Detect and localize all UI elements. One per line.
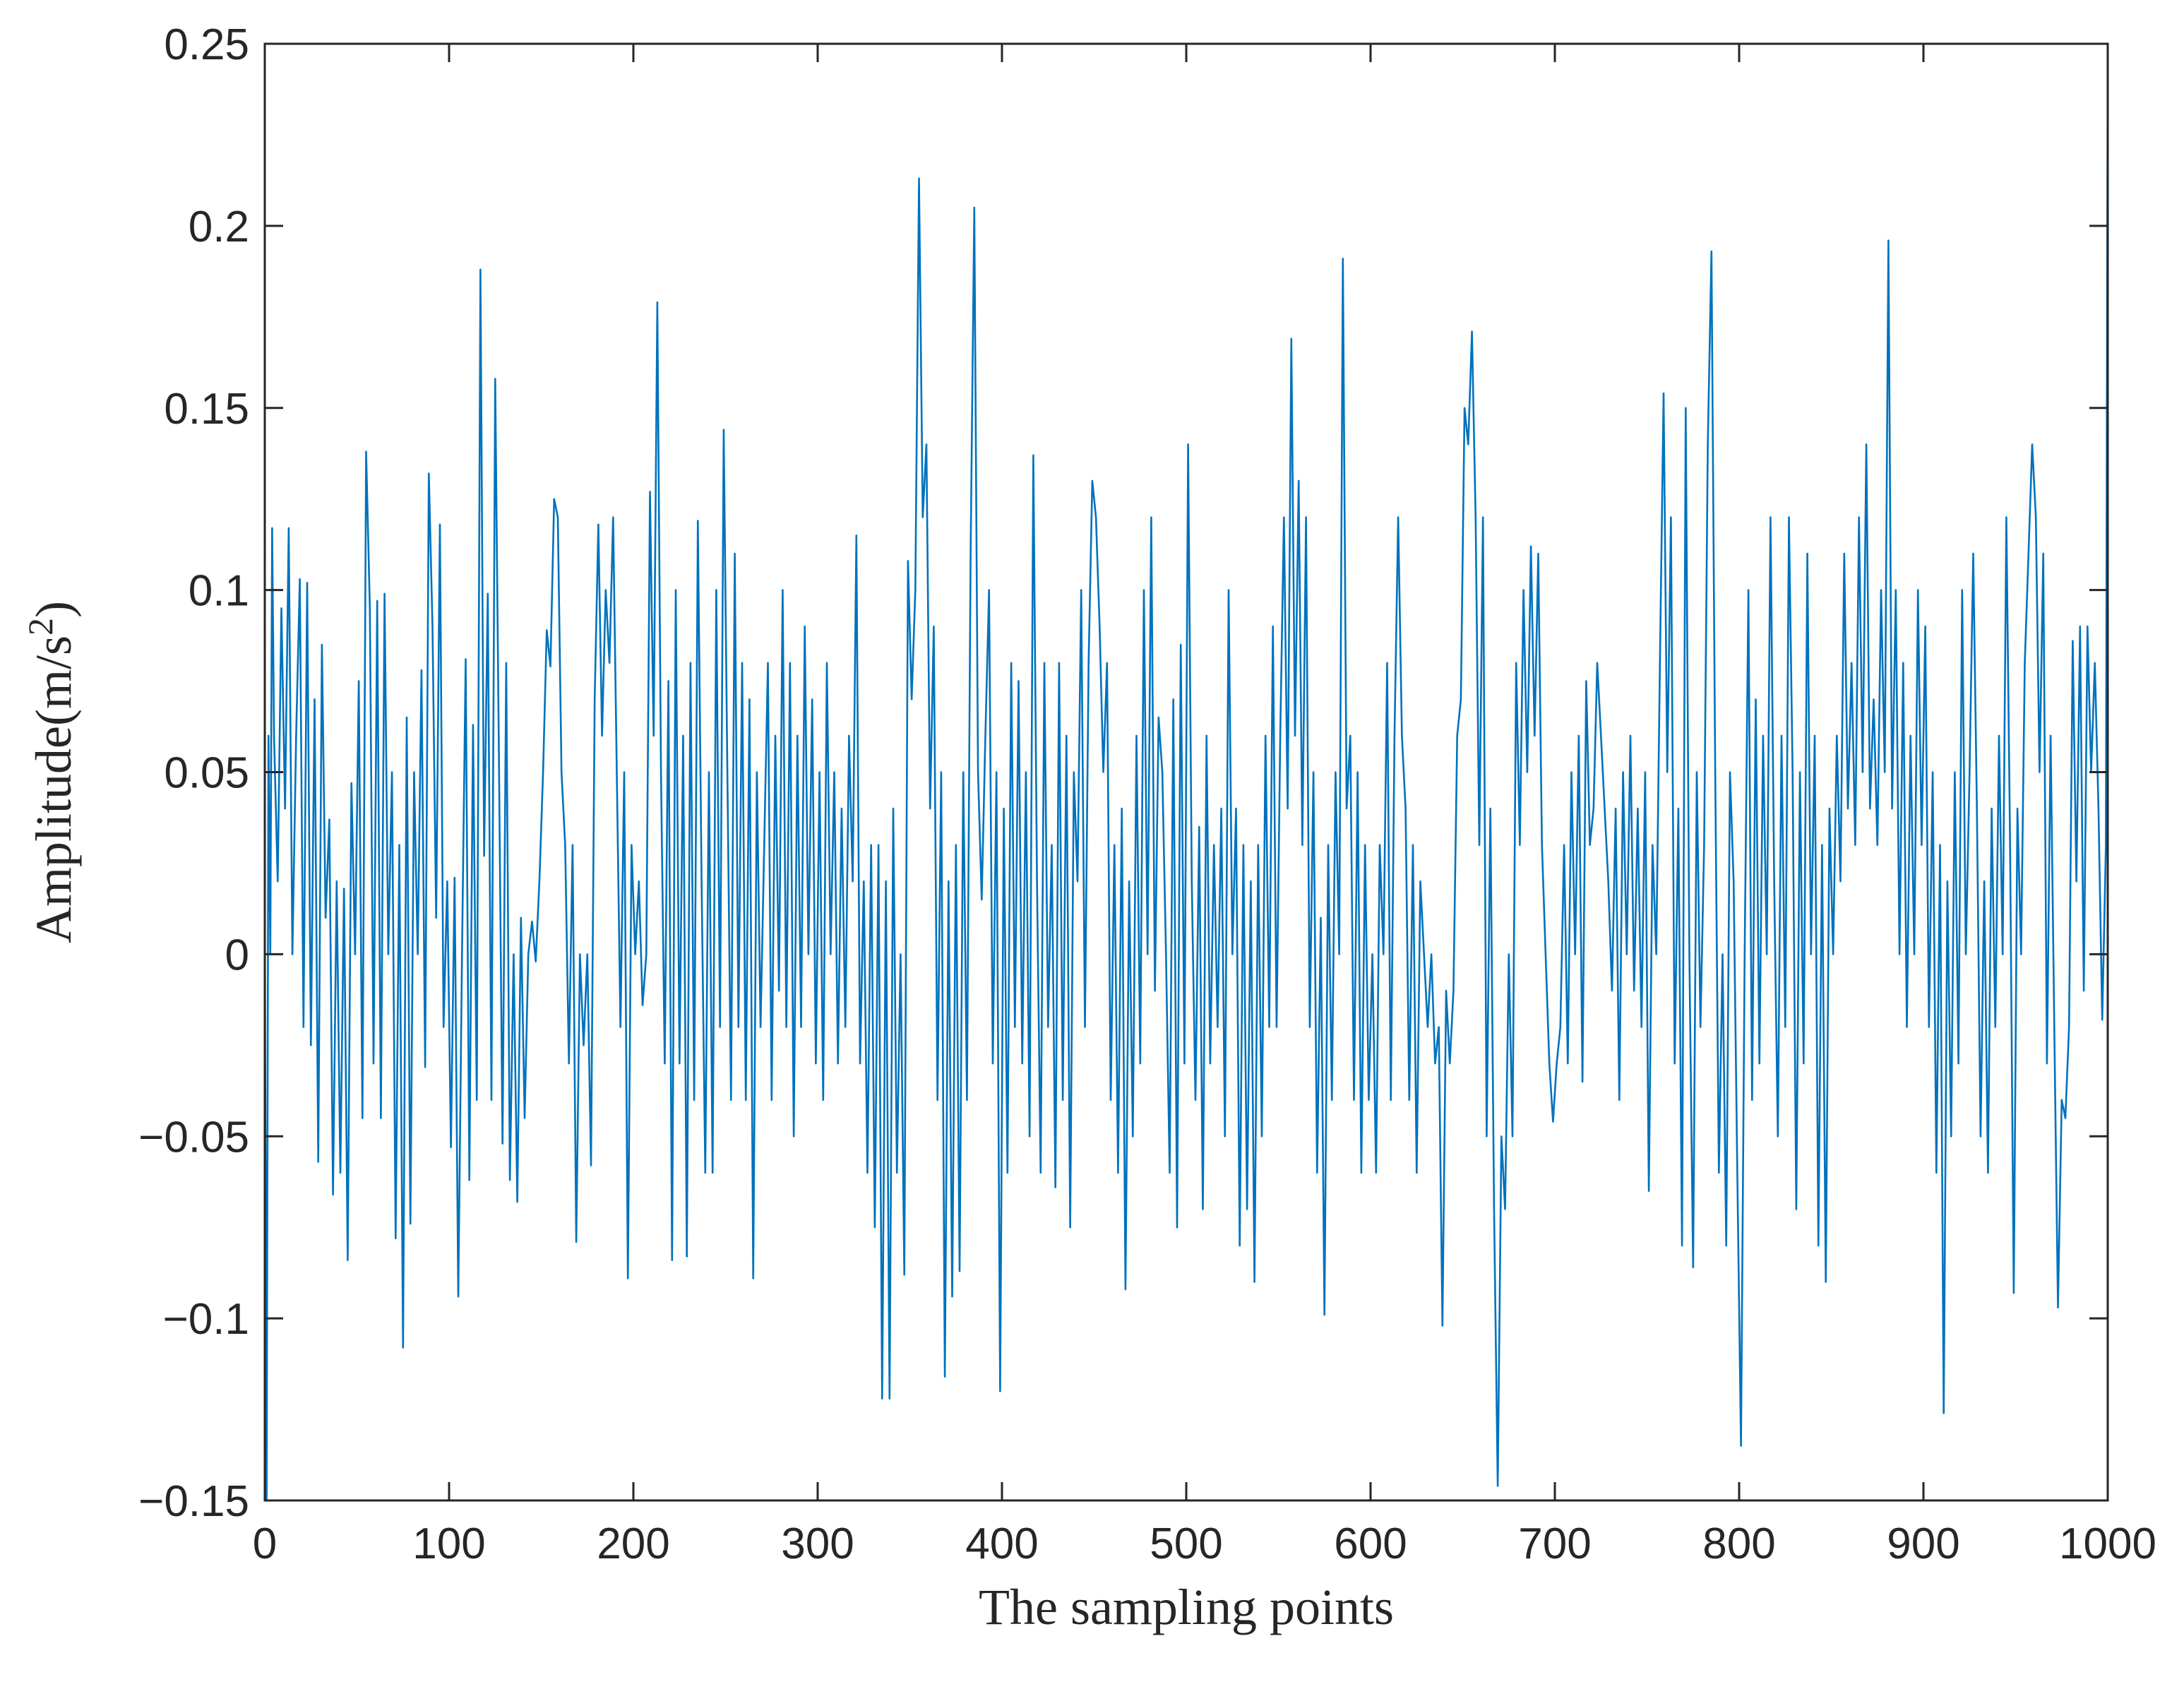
series-line-0 [263,43,2109,1502]
y-axis-label-close: ) [25,601,82,618]
x-tick-label: 1000 [2059,1520,2156,1568]
x-tick-label: 100 [412,1520,485,1568]
x-axis-ticks: 0 100 200 300 400 500 600 700 800 900 1000 [253,44,2156,1568]
x-axis-label: The sampling points [979,1579,1394,1635]
x-tick-label: 900 [1887,1520,1959,1568]
x-tick-label: 500 [1150,1520,1222,1568]
y-axis-ticks: −0.15 −0.1 −0.05 0 0.05 0.1 0.15 0.2 0.25 [138,20,2108,1526]
y-tick-label: −0.05 [138,1113,249,1162]
y-tick-label: 0.25 [164,20,249,69]
y-tick-label: −0.15 [138,1477,249,1526]
y-tick-label: 0.05 [164,749,249,798]
y-tick-label: 0.2 [189,203,249,251]
x-tick-label: 200 [597,1520,669,1568]
x-tick-label: 0 [253,1520,277,1568]
y-axis-label-superscript: 2 [20,618,60,635]
y-tick-label: 0 [225,931,249,979]
plot-area [263,43,2109,1502]
y-tick-label: 0.15 [164,385,249,434]
x-tick-label: 600 [1334,1520,1407,1568]
y-axis-label: Amplitude(m/s2) [20,601,82,943]
x-tick-label: 300 [781,1520,854,1568]
y-tick-label: −0.1 [163,1295,249,1344]
x-tick-label: 400 [965,1520,1038,1568]
x-tick-label: 700 [1518,1520,1591,1568]
y-tick-label: 0.1 [189,567,249,616]
y-axis-label-base: Amplitude(m/s [25,635,82,943]
x-tick-label: 800 [1702,1520,1775,1568]
